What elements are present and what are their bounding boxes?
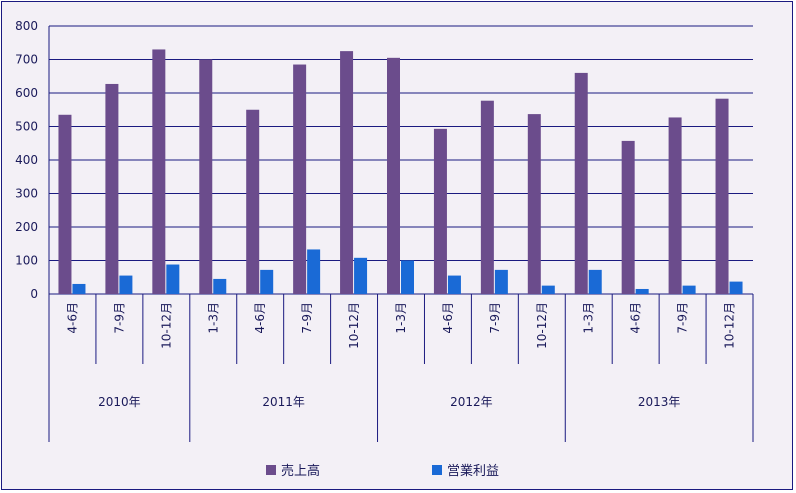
y-tick-label: 300 xyxy=(15,187,38,201)
y-tick-label: 500 xyxy=(15,120,38,134)
bar-sales xyxy=(574,72,588,295)
y-tick-label: 100 xyxy=(15,254,38,268)
bars xyxy=(58,49,743,295)
y-tick-label: 800 xyxy=(15,19,38,33)
bar-operating-profit xyxy=(307,249,321,294)
x-tick-label: 4-6月 xyxy=(253,302,267,334)
legend-item-series-1: 売上高 xyxy=(266,460,320,479)
legend-swatch xyxy=(432,464,442,475)
bar-sales xyxy=(433,128,447,294)
bar-operating-profit xyxy=(401,260,414,294)
x-tick-label: 4-6月 xyxy=(441,302,455,334)
bar-sales xyxy=(340,51,354,294)
bar-operating-profit xyxy=(588,269,602,294)
x-group-label: 2013年 xyxy=(638,395,681,409)
legend-swatch xyxy=(266,464,276,475)
x-tick-label: 10-12月 xyxy=(535,302,549,349)
bar-operating-profit xyxy=(166,264,180,294)
bar-sales xyxy=(293,64,307,295)
bar-operating-profit xyxy=(119,275,133,294)
x-tick-label: 10-12月 xyxy=(159,302,173,349)
bar-sales xyxy=(668,117,682,294)
bar-sales xyxy=(387,57,400,295)
x-tick-label: 1-3月 xyxy=(582,302,596,334)
y-tick-label: 600 xyxy=(15,86,38,100)
bar-sales xyxy=(58,114,72,295)
y-tick-label: 400 xyxy=(15,153,38,167)
legend-item-series-2: 営業利益 xyxy=(432,460,499,479)
x-tick-label: 1-3月 xyxy=(394,302,408,334)
bar-operating-profit xyxy=(729,281,743,294)
bar-operating-profit xyxy=(260,269,274,294)
bar-operating-profit xyxy=(213,278,227,294)
bar-sales xyxy=(152,49,166,295)
bar-operating-profit xyxy=(682,285,696,294)
legend-label: 売上高 xyxy=(281,464,321,479)
bar-operating-profit xyxy=(72,283,86,294)
x-tick-label: 7-9月 xyxy=(488,302,502,334)
x-tick-label: 4-6月 xyxy=(65,302,79,334)
x-tick-label: 4-6月 xyxy=(629,302,643,334)
bar-sales xyxy=(105,83,119,294)
x-tick-label: 7-9月 xyxy=(300,302,314,334)
x-group-label: 2012年 xyxy=(450,395,493,409)
bar-sales xyxy=(480,100,494,294)
x-tick-label: 7-9月 xyxy=(676,302,690,334)
bar-sales xyxy=(715,98,729,294)
bar-operating-profit xyxy=(541,285,555,294)
bar-sales xyxy=(527,114,541,294)
x-tick-label: 10-12月 xyxy=(723,302,737,349)
y-tick-label: 0 xyxy=(30,287,38,301)
bar-operating-profit xyxy=(494,269,508,294)
x-tick-label: 1-3月 xyxy=(206,302,220,334)
bar-operating-profit xyxy=(635,288,649,294)
bar-sales xyxy=(621,140,635,294)
x-group-label: 2011年 xyxy=(262,395,305,409)
x-axis: 4-6月 7-9月 10-12月 1-3月 4-6月 7-9月 10-12月 1-3月 4-6月… xyxy=(48,294,754,442)
bar-operating-profit xyxy=(354,257,368,294)
bar-sales xyxy=(246,109,260,294)
x-tick-label: 7-9月 xyxy=(112,302,126,334)
bar-operating-profit xyxy=(447,275,461,294)
x-tick-label: 10-12月 xyxy=(347,302,361,349)
y-tick-label: 200 xyxy=(15,220,38,234)
legend-label: 営業利益 xyxy=(447,464,500,479)
x-group-label: 2010年 xyxy=(98,395,141,409)
y-tick-label: 700 xyxy=(15,53,38,67)
y-axis-ticks: 0 100 200 300 400 500 600 700 800 xyxy=(15,19,38,301)
bar-sales xyxy=(199,59,213,294)
